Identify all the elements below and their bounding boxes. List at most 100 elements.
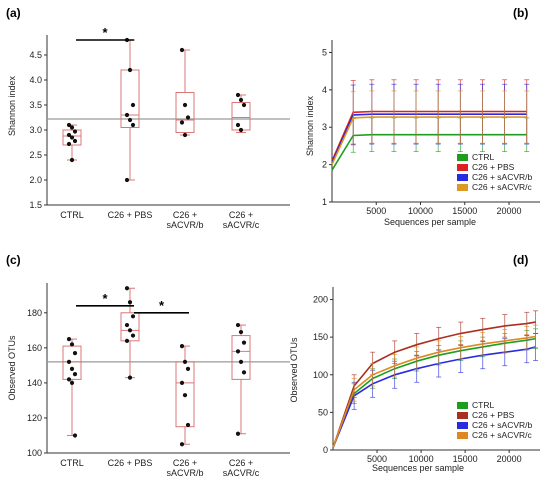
data-point [127,67,133,73]
legend-label: CTRL [472,152,494,162]
legend-label: C26 + sACVR/b [472,172,533,182]
y-tick-label: 4.0 [29,75,42,85]
panel-label-a: (a) [6,6,21,20]
legend-label: C26 + sACVR/b [472,420,533,430]
y-tick-label: 50 [318,407,328,417]
y-tick-label: 3.0 [29,125,42,135]
x-tick-label: 5000 [366,206,386,216]
data-point [179,380,185,385]
panel-label-c: (c) [6,253,21,267]
data-point [241,370,247,375]
y-tick-label: 100 [27,448,42,458]
data-point [235,92,241,98]
data-point [235,431,241,436]
series-line [331,116,527,165]
panel-d: (d) Observed OTUs Sequences per sample 0… [289,253,540,473]
data-point [235,349,241,354]
data-point [235,322,241,328]
y-tick-label: 4.5 [29,50,42,60]
data-point [72,351,78,356]
data-point [182,393,188,398]
y-tick-label: 2.0 [29,175,42,185]
legend-swatch [457,154,468,161]
legend-swatch [457,164,468,171]
x-category-label: C26 + [173,458,197,468]
box [175,92,195,133]
legend-swatch [457,402,468,409]
data-point [241,102,247,108]
data-point [69,366,75,371]
series-line [332,335,536,448]
data-point [130,314,136,319]
box [120,312,140,342]
y-axis-label-b: Shannon index [305,95,315,156]
data-point [238,359,244,364]
data-point [130,333,136,338]
data-point [238,329,244,335]
data-point [185,366,191,371]
y-tick-label: 0 [323,445,328,455]
data-point [185,422,191,428]
x-category-label: sACVR/b [166,220,203,230]
x-tick-label: 15000 [452,206,477,216]
data-point [179,120,185,125]
y-tick-label: 5 [322,47,327,57]
x-tick-label: 5000 [367,454,387,464]
series-line [331,110,527,162]
data-point [69,125,75,130]
data-point [235,122,241,128]
box [231,335,251,380]
data-point [179,343,185,349]
data-point [127,375,133,380]
x-category-label: C26 + [229,458,253,468]
panel-c: (c) Observed OTUs 100 120 140 160 180 CTRL C26… [6,253,290,478]
data-point [130,102,136,108]
data-point [66,336,72,342]
data-point [185,115,191,120]
data-point [124,286,130,291]
panel-label-d: (d) [513,253,528,267]
box [62,129,82,146]
legend-label: CTRL [472,400,494,410]
x-tick-label: 10000 [408,206,433,216]
data-point [69,135,75,140]
data-point [72,433,78,438]
series-line [331,113,527,164]
legend-swatch [457,422,468,429]
x-category-label: C26 + [173,210,197,220]
legend-swatch [457,184,468,191]
x-category-label: sACVR/b [166,468,203,478]
data-point [127,117,133,123]
x-axis-label-b: Sequences per sample [384,217,476,227]
data-point [72,372,78,377]
x-category-label: CTRL [60,458,84,468]
x-axis-label-d: Sequences per sample [372,463,464,473]
y-axis-label-c: Observed OTUs [7,335,17,401]
data-point [66,359,72,364]
x-tick-label: 20000 [497,454,522,464]
y-tick-label: 2.5 [29,150,42,160]
legend-label: C26 + sACVR/c [472,430,533,440]
y-tick-label: 120 [27,413,42,423]
data-point [124,177,130,183]
y-tick-label: 140 [27,378,42,388]
series-line [332,321,536,448]
data-point [69,157,75,163]
data-point [182,132,188,138]
legend-swatch [457,412,468,419]
y-tick-label: 160 [27,343,42,353]
data-point [66,122,72,128]
x-tick-label: 10000 [409,454,434,464]
y-tick-label: 2 [322,160,327,170]
data-point [124,112,130,118]
data-point [69,380,75,385]
data-point [72,129,78,134]
x-category-label: C26 + PBS [108,210,153,220]
y-tick-label: 100 [313,370,328,380]
x-category-label: sACVR/c [223,468,260,478]
data-point [179,47,185,53]
legend-label: C26 + PBS [472,162,515,172]
x-category-label: sACVR/c [223,220,260,230]
data-point [182,359,188,364]
